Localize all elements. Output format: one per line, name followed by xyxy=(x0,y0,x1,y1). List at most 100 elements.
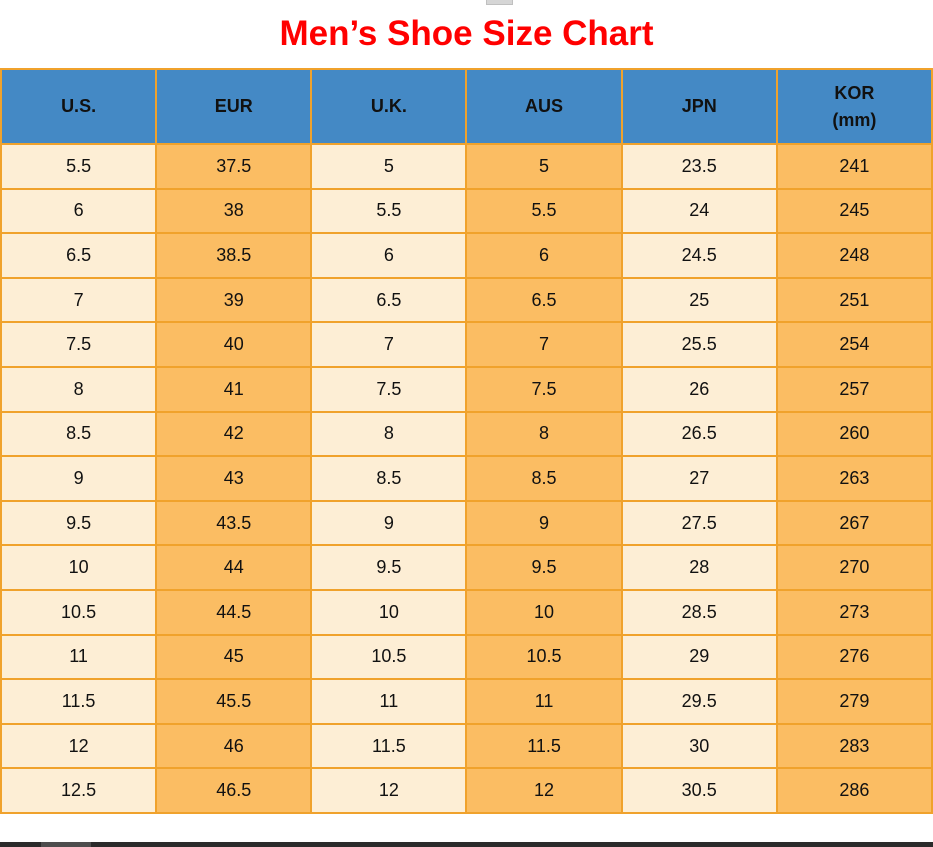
table-cell: 8.5 xyxy=(310,455,468,502)
table-row: 8 41 7.5 7.5 26 257 xyxy=(0,365,933,413)
table-cell: 10 xyxy=(310,588,468,636)
column-header-eur: EUR xyxy=(155,68,313,145)
table-cell: 25.5 xyxy=(620,321,778,368)
table-cell: 27 xyxy=(620,455,778,502)
table-cell: 11 xyxy=(0,633,158,681)
table-cell: 29 xyxy=(620,633,778,681)
table-cell: 10 xyxy=(465,588,623,636)
table-cell: 46 xyxy=(155,722,313,770)
table-row: 10 44 9.5 9.5 28 270 xyxy=(0,544,933,591)
table-cell: 46.5 xyxy=(155,767,313,814)
column-header-sub: (mm) xyxy=(832,109,877,130)
table-cell: 273 xyxy=(775,588,933,636)
table-cell: 5 xyxy=(310,143,468,190)
table-cell: 279 xyxy=(775,678,933,725)
table-cell: 8 xyxy=(310,410,468,458)
window-edge-artifact xyxy=(486,0,513,5)
table-cell: 28 xyxy=(620,544,778,591)
table-cell: 30 xyxy=(620,722,778,770)
table-cell: 38 xyxy=(155,187,313,235)
column-header-label: U.K. xyxy=(370,96,407,117)
table-cell: 43 xyxy=(155,455,313,502)
table-cell: 9 xyxy=(465,499,623,547)
table-cell: 10.5 xyxy=(465,633,623,681)
table-cell: 8 xyxy=(465,410,623,458)
table-cell: 267 xyxy=(775,499,933,547)
table-row: 9.5 43.5 9 9 27.5 267 xyxy=(0,499,933,547)
table-cell: 44.5 xyxy=(155,588,313,636)
table-cell: 245 xyxy=(775,187,933,235)
table-cell: 7 xyxy=(465,321,623,368)
table-row: 6 38 5.5 5.5 24 245 xyxy=(0,187,933,235)
table-cell: 9.5 xyxy=(310,544,468,591)
table-cell: 12 xyxy=(465,767,623,814)
table-row: 9 43 8.5 8.5 27 263 xyxy=(0,455,933,502)
table-cell: 24 xyxy=(620,187,778,235)
table-cell: 6 xyxy=(0,187,158,235)
column-header-label: EUR xyxy=(214,96,253,117)
table-cell: 7 xyxy=(0,276,158,324)
table-cell: 8 xyxy=(0,365,158,413)
column-header-kor: KOR (mm) xyxy=(775,68,933,145)
table-row: 12.5 46.5 12 12 30.5 286 xyxy=(0,767,933,814)
table-cell: 10.5 xyxy=(0,588,158,636)
table-cell: 11 xyxy=(465,678,623,725)
table-cell: 10 xyxy=(0,544,158,591)
table-row: 5.5 37.5 5 5 23.5 241 xyxy=(0,143,933,190)
table-cell: 6.5 xyxy=(310,276,468,324)
table-cell: 8.5 xyxy=(465,455,623,502)
table-cell: 26.5 xyxy=(620,410,778,458)
table-cell: 11.5 xyxy=(310,722,468,770)
table-cell: 257 xyxy=(775,365,933,413)
table-body: 5.5 37.5 5 5 23.5 241 6 38 5.5 5.5 24 245 6.5 38.5 6 6 2… xyxy=(0,143,933,814)
table-cell: 11.5 xyxy=(465,722,623,770)
table-cell: 6 xyxy=(310,232,468,279)
table-cell: 5.5 xyxy=(310,187,468,235)
column-header-uk: U.K. xyxy=(310,68,468,145)
table-cell: 241 xyxy=(775,143,933,190)
table-cell: 24.5 xyxy=(620,232,778,279)
table-cell: 26 xyxy=(620,365,778,413)
column-header-us: U.S. xyxy=(0,68,158,145)
column-header-label: U.S. xyxy=(61,96,97,117)
table-cell: 42 xyxy=(155,410,313,458)
table-cell: 6.5 xyxy=(0,232,158,279)
table-cell: 12 xyxy=(310,767,468,814)
page-title: Men’s Shoe Size Chart xyxy=(279,14,654,53)
table-cell: 6 xyxy=(465,232,623,279)
table-cell: 9.5 xyxy=(465,544,623,591)
table-row: 11 45 10.5 10.5 29 276 xyxy=(0,633,933,681)
table-cell: 37.5 xyxy=(155,143,313,190)
table-row: 12 46 11.5 11.5 30 283 xyxy=(0,722,933,770)
table-cell: 283 xyxy=(775,722,933,770)
column-header-label: AUS xyxy=(525,96,564,117)
table-cell: 45.5 xyxy=(155,678,313,725)
table-cell: 23.5 xyxy=(620,143,778,190)
table-cell: 11 xyxy=(310,678,468,725)
header-row: U.S. EUR U.K. AUS JPN KOR (mm) xyxy=(0,68,933,145)
table-cell: 9 xyxy=(310,499,468,547)
table-cell: 6.5 xyxy=(465,276,623,324)
horizontal-scrollbar[interactable] xyxy=(0,842,933,847)
table-cell: 7.5 xyxy=(465,365,623,413)
table-cell: 260 xyxy=(775,410,933,458)
table-row: 7 39 6.5 6.5 25 251 xyxy=(0,276,933,324)
table-cell: 12.5 xyxy=(0,767,158,814)
scrollbar-thumb[interactable] xyxy=(41,842,91,847)
table-cell: 39 xyxy=(155,276,313,324)
table-cell: 251 xyxy=(775,276,933,324)
table-cell: 43.5 xyxy=(155,499,313,547)
table-cell: 30.5 xyxy=(620,767,778,814)
table-cell: 7 xyxy=(310,321,468,368)
table-header: U.S. EUR U.K. AUS JPN KOR (mm) xyxy=(0,68,933,145)
table-row: 11.5 45.5 11 11 29.5 279 xyxy=(0,678,933,725)
table-cell: 11.5 xyxy=(0,678,158,725)
table-cell: 12 xyxy=(0,722,158,770)
table-row: 10.5 44.5 10 10 28.5 273 xyxy=(0,588,933,636)
table-cell: 41 xyxy=(155,365,313,413)
table-cell: 9 xyxy=(0,455,158,502)
table-cell: 5.5 xyxy=(465,187,623,235)
table-cell: 286 xyxy=(775,767,933,814)
table-cell: 25 xyxy=(620,276,778,324)
column-header-aus: AUS xyxy=(465,68,623,145)
